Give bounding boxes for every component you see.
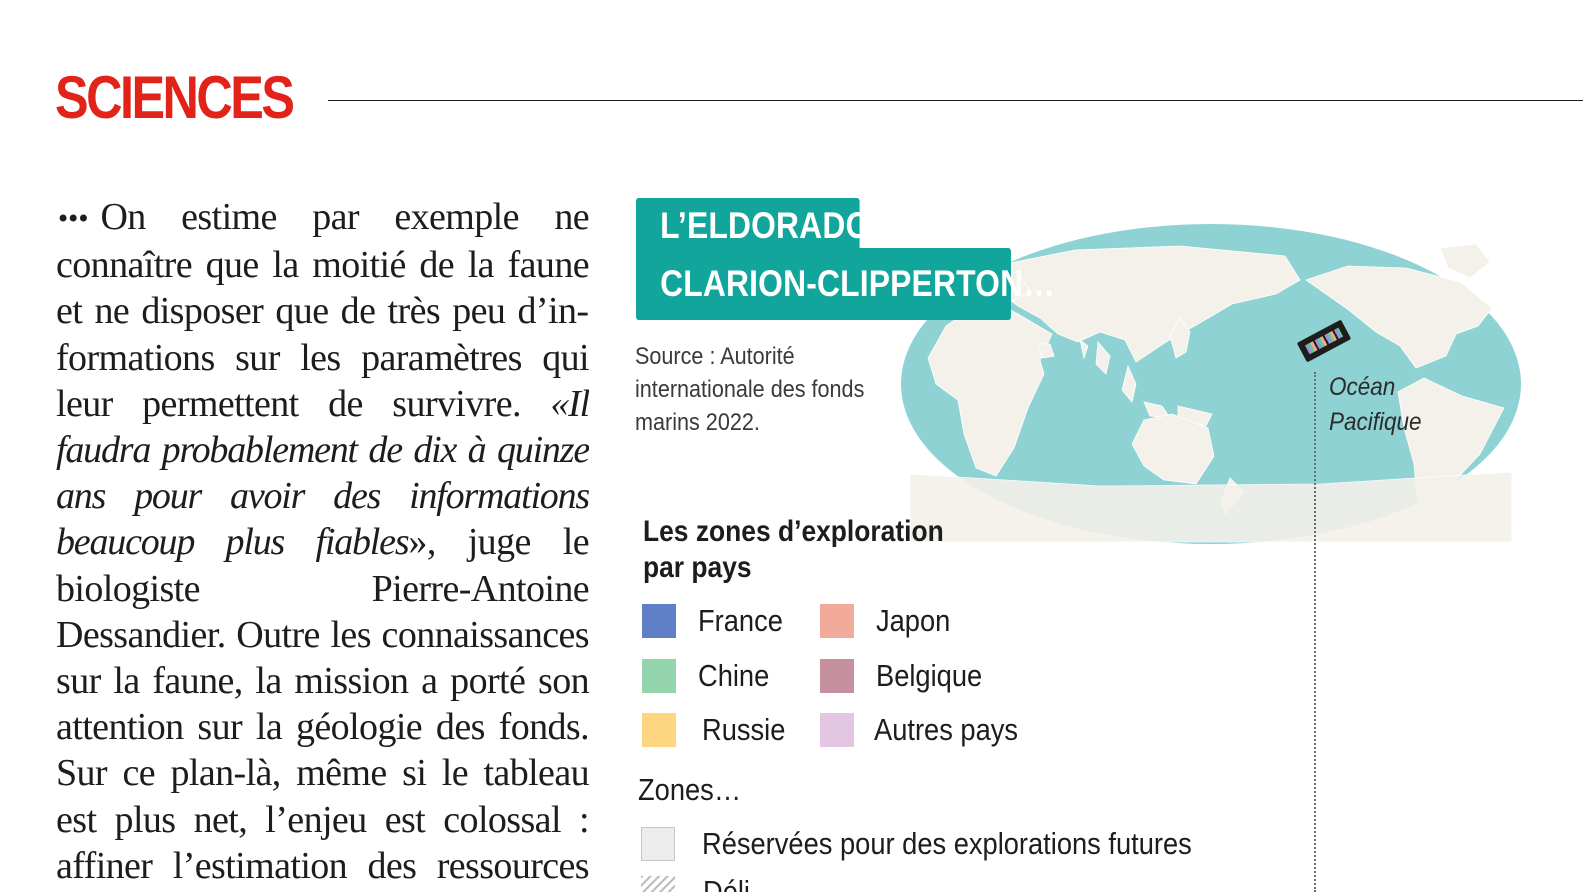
legend-label-france: France: [698, 603, 783, 638]
source-note: Source : Autorité internationale des fon…: [635, 343, 865, 436]
world-map: [901, 224, 1521, 544]
legend-title-line-1: Les zones d’exploration: [643, 515, 944, 548]
article-column: ••• On estime par exemple ne connaître qu…: [56, 194, 589, 892]
section-title: SCIENCES: [55, 64, 295, 131]
infographic-title-line-1: L’ELDORADO: [636, 198, 870, 254]
legend-label-japon: Japon: [876, 603, 951, 638]
continuation-dots-icon: •••: [56, 205, 91, 233]
legend-title-line-2: par pays: [643, 551, 752, 584]
legend-title: Les zones d’exploration par pays: [643, 514, 944, 586]
legend-label-chine: Chine: [698, 658, 770, 693]
legend-label-russie: Russie: [702, 712, 786, 747]
section-divider: [328, 100, 1583, 101]
zones-title: Zones…: [638, 772, 742, 807]
legend-item-japon: Japon: [820, 603, 960, 639]
infographic-title-line-2: CLARION-CLIPPERTON…: [636, 248, 1055, 320]
legend-swatch-autres-pays: [820, 713, 854, 747]
legend-swatch-reserved: [641, 827, 675, 861]
article-quote: «Il faudra probablement de dix à quinze …: [56, 382, 589, 564]
legend-item-chine: Chine: [642, 658, 779, 694]
legend-swatch-russie: [642, 713, 676, 747]
legend-swatch-chine: [642, 659, 676, 693]
legend-swatch-france: [642, 604, 676, 638]
legend-label-cut-off: Déli...: [703, 874, 773, 892]
legend-label-autres-pays: Autres pays: [874, 712, 1019, 747]
legend-item-russie: Russie: [642, 712, 797, 748]
article-paragraph: ••• On estime par exemple ne connaître qu…: [56, 194, 589, 892]
legend-item-belgique: Belgique: [820, 658, 997, 694]
legend-item-reserved-zones: Réservées pour des explorations futures: [641, 826, 1259, 862]
legend-item-autres-pays: Autres pays: [820, 712, 1038, 748]
article-text: On estime par exemple ne connaître que l…: [56, 196, 589, 425]
ocean-label-line-1: Océan: [1329, 373, 1396, 401]
legend-swatch-hatched: [641, 876, 675, 892]
legend-swatch-japon: [820, 604, 854, 638]
article-text-continued: », juge le biologiste Pierre-Antoine Des…: [56, 521, 589, 892]
infographic-title: L’ELDORADO CLARION-CLIPPERTON…: [636, 198, 1072, 320]
ocean-label-line-2: Pacifique: [1329, 408, 1422, 436]
legend-label-reserved: Réservées pour des explorations futures: [702, 826, 1192, 861]
ocean-label: Océan Pacifique: [1329, 370, 1422, 440]
legend-item-france: France: [642, 603, 794, 639]
leader-line: [1314, 372, 1316, 892]
legend-swatch-belgique: [820, 659, 854, 693]
legend-label-belgique: Belgique: [876, 658, 983, 693]
